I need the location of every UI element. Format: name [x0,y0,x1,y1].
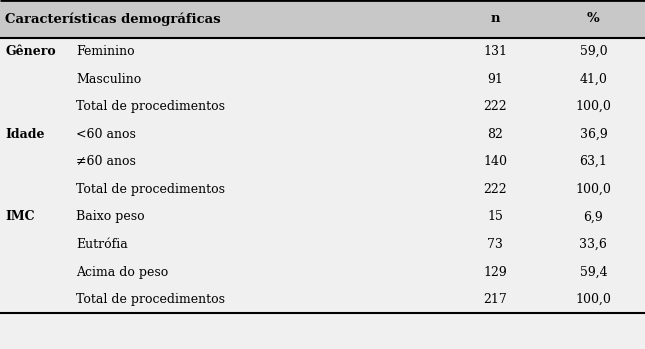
Text: 33,6: 33,6 [579,238,608,251]
Text: Masculino: Masculino [76,73,141,86]
Text: Total de procedimentos: Total de procedimentos [76,293,225,306]
Text: Feminino: Feminino [76,45,135,58]
Text: IMC: IMC [5,210,35,223]
Text: Eutrófia: Eutrófia [76,238,128,251]
Text: <60 anos: <60 anos [76,128,136,141]
Text: 82: 82 [488,128,503,141]
Text: 6,9: 6,9 [584,210,603,223]
Text: Idade: Idade [5,128,45,141]
Text: 63,1: 63,1 [579,155,608,168]
Bar [0,176,645,203]
Text: 73: 73 [488,238,503,251]
Text: Baixo peso: Baixo peso [76,210,144,223]
Text: ≠60 anos: ≠60 anos [76,155,136,168]
Text: 59,0: 59,0 [580,45,607,58]
Bar [0,313,645,349]
Text: Características demográficas: Características demográficas [5,12,221,25]
Bar [0,65,645,93]
Text: 15: 15 [488,210,503,223]
Bar [0,38,645,65]
Text: 140: 140 [483,155,508,168]
Text: n: n [491,12,500,25]
Bar [0,148,645,176]
Bar [0,203,645,231]
Text: %: % [587,12,600,25]
Text: 129: 129 [484,266,507,279]
Text: 131: 131 [483,45,508,58]
Text: 59,4: 59,4 [580,266,607,279]
Text: 222: 222 [484,183,507,196]
Text: Acima do peso: Acima do peso [76,266,168,279]
Text: 222: 222 [484,100,507,113]
Text: Gênero: Gênero [5,45,55,58]
Bar [0,0,645,38]
Text: 41,0: 41,0 [579,73,608,86]
Text: 100,0: 100,0 [575,183,611,196]
Text: 100,0: 100,0 [575,100,611,113]
Text: Total de procedimentos: Total de procedimentos [76,183,225,196]
Text: 91: 91 [488,73,503,86]
Text: 36,9: 36,9 [579,128,608,141]
Bar [0,93,645,120]
Text: 100,0: 100,0 [575,293,611,306]
Bar [0,120,645,148]
Bar [0,258,645,286]
Bar [0,231,645,258]
Bar [0,286,645,313]
Text: Total de procedimentos: Total de procedimentos [76,100,225,113]
Text: 217: 217 [484,293,507,306]
